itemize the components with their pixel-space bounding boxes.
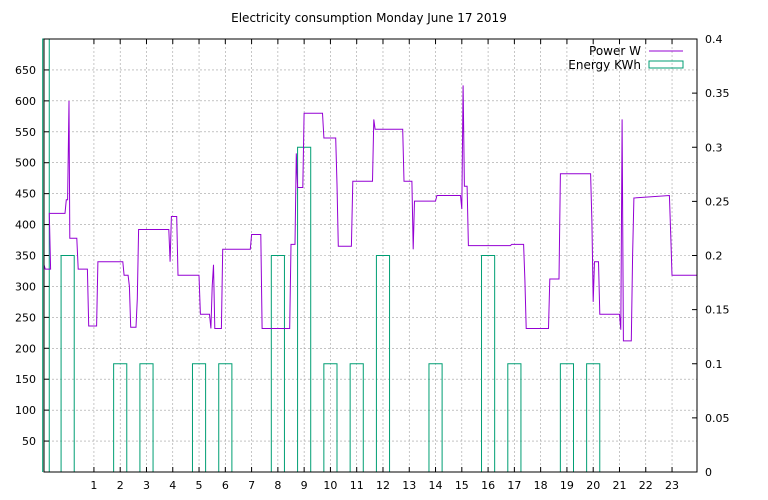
y1-tick-label: 250 <box>15 311 36 324</box>
energy-bar <box>428 363 443 472</box>
chart-title: Electricity consumption Monday June 17 2… <box>231 11 507 25</box>
y2-tick-label: 0.4 <box>705 33 723 46</box>
energy-bar <box>559 363 574 472</box>
y1-tick-label: 100 <box>15 404 36 417</box>
y2-tick-label: 0.35 <box>705 87 730 100</box>
y1-tick-label: 650 <box>15 64 36 77</box>
energy-bar <box>349 363 364 472</box>
energy-bar <box>113 363 128 472</box>
y1-tick-label: 550 <box>15 126 36 139</box>
y1-tick-label: 200 <box>15 342 36 355</box>
energy-bar <box>507 363 522 472</box>
y2-tick-label: 0.15 <box>705 304 730 317</box>
x-tick-label: 11 <box>350 479 364 492</box>
x-tick-label: 4 <box>169 479 176 492</box>
x-tick-label: 14 <box>429 479 443 492</box>
y2-tick-label: 0.1 <box>705 358 723 371</box>
x-tick-label: 18 <box>534 479 548 492</box>
x-tick-label: 19 <box>560 479 574 492</box>
energy-bar <box>297 146 312 472</box>
y1-tick-label: 50 <box>22 435 36 448</box>
y2-tick-label: 0.25 <box>705 195 730 208</box>
x-tick-label: 3 <box>143 479 150 492</box>
legend: Power W Energy KWh <box>568 44 684 72</box>
y1-tick-label: 300 <box>15 280 36 293</box>
x-tick-label: 23 <box>665 479 679 492</box>
y1-tick-label: 400 <box>15 219 36 232</box>
y2-tick-label: 0 <box>705 466 712 479</box>
x-tick-label: 16 <box>481 479 495 492</box>
y1-tick-label: 150 <box>15 373 36 386</box>
power-series-layer <box>43 85 697 342</box>
x-tick-label: 21 <box>612 479 626 492</box>
y2-tick-label: 0.05 <box>705 412 730 425</box>
x-tick-label: 2 <box>117 479 124 492</box>
energy-bar <box>481 255 496 472</box>
energy-bar <box>60 255 75 472</box>
x-tick-label: 8 <box>274 479 281 492</box>
x-tick-label: 13 <box>402 479 416 492</box>
y2-tick-label: 0.2 <box>705 250 723 263</box>
y1-tick-label: 350 <box>15 250 36 263</box>
x-tick-label: 7 <box>248 479 255 492</box>
x-tick-label: 10 <box>323 479 337 492</box>
energy-bar <box>323 363 338 472</box>
x-tick-label: 1 <box>90 479 97 492</box>
energy-bar <box>191 363 207 472</box>
plot-border <box>43 38 698 473</box>
y1-tick-label: 500 <box>15 157 36 170</box>
x-tick-label: 9 <box>301 479 308 492</box>
y1-tick-label: 600 <box>15 95 36 108</box>
legend-swatch-energy <box>648 60 684 69</box>
x-tick-label: 20 <box>586 479 600 492</box>
x-tick-label: 17 <box>507 479 521 492</box>
x-tick-label: 15 <box>455 479 469 492</box>
energy-bar <box>270 255 285 472</box>
x-tick-label: 12 <box>376 479 390 492</box>
power-line <box>43 85 697 342</box>
y2-tick-label: 0.3 <box>705 141 723 154</box>
axes: 1 2 3 4 5 6 7 8 9 10 11 12 13 14 15 16 17 18 19 20 21 22 23501… <box>15 33 730 492</box>
x-tick-label: 6 <box>222 479 229 492</box>
x-tick-label: 22 <box>639 479 653 492</box>
x-tick-label: 5 <box>196 479 203 492</box>
legend-label-power: Power W <box>589 44 641 58</box>
energy-bar <box>375 255 391 472</box>
energy-bar <box>586 363 601 472</box>
energy-bar <box>139 363 154 472</box>
energy-bar <box>218 363 233 472</box>
legend-label-energy: Energy KWh <box>568 58 641 72</box>
y1-tick-label: 450 <box>15 188 36 201</box>
